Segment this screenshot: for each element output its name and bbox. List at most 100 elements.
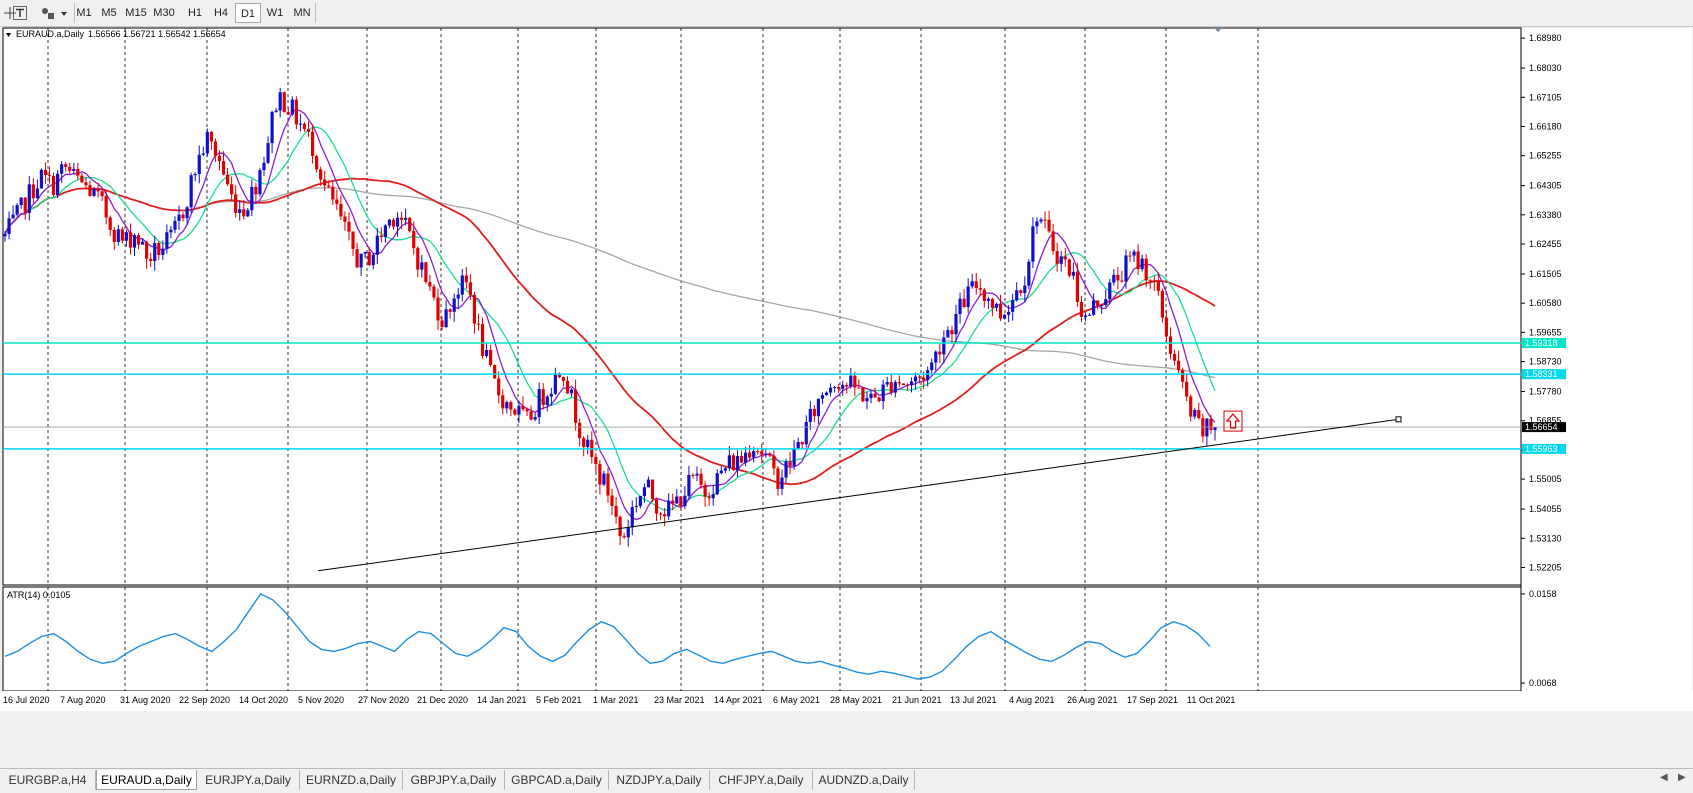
timeframe-m30[interactable]: M30 — [153, 7, 175, 19]
tab-gbpjpy-a-daily[interactable]: GBPJPY.a,Daily — [403, 770, 505, 790]
y-tick-label: 1.63380 — [1529, 210, 1562, 220]
candle-body — [784, 461, 788, 478]
candle-body — [497, 378, 501, 396]
y-tick-label: 1.56855 — [1529, 416, 1562, 426]
x-tick-label: 4 Aug 2021 — [1009, 695, 1055, 705]
chart-tabs-bar: EURGBP.a,H4 EURAUD.a,Daily EURJPY.a,Daily E… — [0, 768, 1693, 793]
shift-marker-icon[interactable] — [1214, 28, 1222, 32]
candle-body — [723, 468, 727, 471]
candle-body — [1172, 353, 1177, 361]
tab-eurnzd-a-daily[interactable]: EURNZD.a,Daily — [300, 770, 403, 790]
candle-body — [521, 405, 525, 410]
candle-body — [869, 393, 873, 399]
candle-body — [970, 281, 974, 287]
tab-eurgbp-a-h4[interactable]: EURGBP.a,H4 — [0, 770, 96, 790]
candle-body — [64, 164, 68, 167]
timeframe-h4[interactable]: H4 — [213, 7, 229, 19]
candle-body — [112, 229, 116, 242]
timeframe-m5[interactable]: M5 — [101, 7, 117, 19]
shapes-tool-icon[interactable] — [38, 3, 70, 23]
candle-body — [72, 168, 76, 171]
candle-body — [436, 297, 440, 321]
candle-body — [549, 393, 553, 397]
timeframe-d1[interactable]: D1 — [235, 3, 261, 23]
timeframe-h1[interactable]: H1 — [187, 7, 203, 19]
candle-body — [371, 254, 375, 266]
candle-body — [1039, 219, 1043, 222]
candle-body — [1160, 290, 1164, 318]
candle-body — [472, 294, 477, 324]
tab-gbpcad-a-daily[interactable]: GBPCAD.a,Daily — [505, 770, 609, 790]
candle-body — [557, 373, 562, 378]
candle-body — [638, 496, 642, 507]
legend-collapse-icon[interactable] — [6, 33, 11, 37]
candle-body — [958, 298, 962, 314]
candle-body — [1035, 221, 1039, 227]
trendline-handle[interactable] — [1395, 416, 1402, 423]
candle-body — [808, 408, 812, 423]
candle-body — [1023, 285, 1027, 293]
candle-body — [132, 235, 137, 248]
x-tick-label: 26 Aug 2021 — [1067, 695, 1118, 705]
candle-body — [1087, 314, 1092, 316]
current-price-tag — [1522, 422, 1566, 433]
candle-body — [60, 164, 64, 174]
candle-body — [699, 473, 703, 485]
timeframe-w1[interactable]: W1 — [266, 7, 284, 19]
candle-body — [258, 170, 262, 195]
candle-body — [432, 286, 436, 298]
candle-body — [84, 182, 88, 186]
chart-window[interactable]: 16 Jul 2020 7 Aug 2020 31 Aug 2020 22 Sep 2… — [0, 26, 1693, 768]
candle-body — [614, 505, 618, 517]
tab-scroll-right-icon[interactable]: ▶ — [1678, 772, 1686, 783]
timeframe-m15[interactable]: M15 — [125, 7, 147, 19]
candle-body — [387, 219, 392, 226]
tab-nzdjpy-a-daily[interactable]: NZDJPY.a,Daily — [609, 770, 710, 790]
candle-body — [68, 166, 72, 171]
tab-audnzd-a-daily[interactable]: AUDNZD.a,Daily — [813, 770, 915, 790]
current-price-label: 1.56654 — [1525, 422, 1558, 432]
tab-euraud-a-daily[interactable]: EURAUD.a,Daily — [96, 770, 197, 790]
candle-body — [768, 453, 772, 456]
candle-body — [116, 229, 120, 242]
candle-body — [517, 405, 521, 415]
x-tick-label: 13 Jul 2021 — [950, 695, 997, 705]
text-tool-icon[interactable] — [10, 3, 30, 23]
candle-body — [658, 513, 663, 515]
tab-scroll-left-icon[interactable]: ◀ — [1660, 772, 1668, 783]
tab-eurjpy-a-daily[interactable]: EURJPY.a,Daily — [197, 770, 300, 790]
candle-body — [865, 398, 869, 402]
candle-body — [541, 389, 545, 405]
candle-body — [642, 487, 646, 497]
candle-body — [31, 184, 35, 199]
candle-body — [181, 214, 185, 219]
timeframe-m1[interactable]: M1 — [76, 7, 92, 19]
tab-chfjpy-a-daily[interactable]: CHFJPY.a,Daily — [710, 770, 813, 790]
candle-body — [650, 479, 655, 500]
candle-body — [1096, 300, 1100, 306]
candle-body — [359, 253, 363, 268]
y-tick-label: 1.58730 — [1529, 357, 1562, 367]
candle-body — [165, 232, 169, 249]
candle-body — [630, 507, 634, 528]
candle-body — [1193, 410, 1197, 417]
sell-arrow-icon[interactable] — [1223, 410, 1243, 432]
candle-body — [11, 214, 15, 219]
candle-body — [145, 241, 149, 259]
candle-body — [3, 233, 7, 237]
candle-body — [586, 439, 590, 447]
candle-body — [444, 309, 448, 328]
candle-body — [278, 92, 282, 111]
candle-body — [375, 235, 379, 255]
timeframe-mn[interactable]: MN — [293, 7, 311, 19]
candle-body — [128, 232, 133, 248]
candle-body — [88, 185, 92, 196]
candle-body — [460, 275, 464, 295]
candle-body — [270, 111, 274, 144]
candle-body — [262, 162, 266, 171]
trendline[interactable] — [317, 418, 1399, 572]
candle-body — [553, 373, 557, 394]
candle-body — [383, 225, 388, 237]
candle-body — [816, 398, 821, 417]
candle-body — [982, 289, 986, 301]
